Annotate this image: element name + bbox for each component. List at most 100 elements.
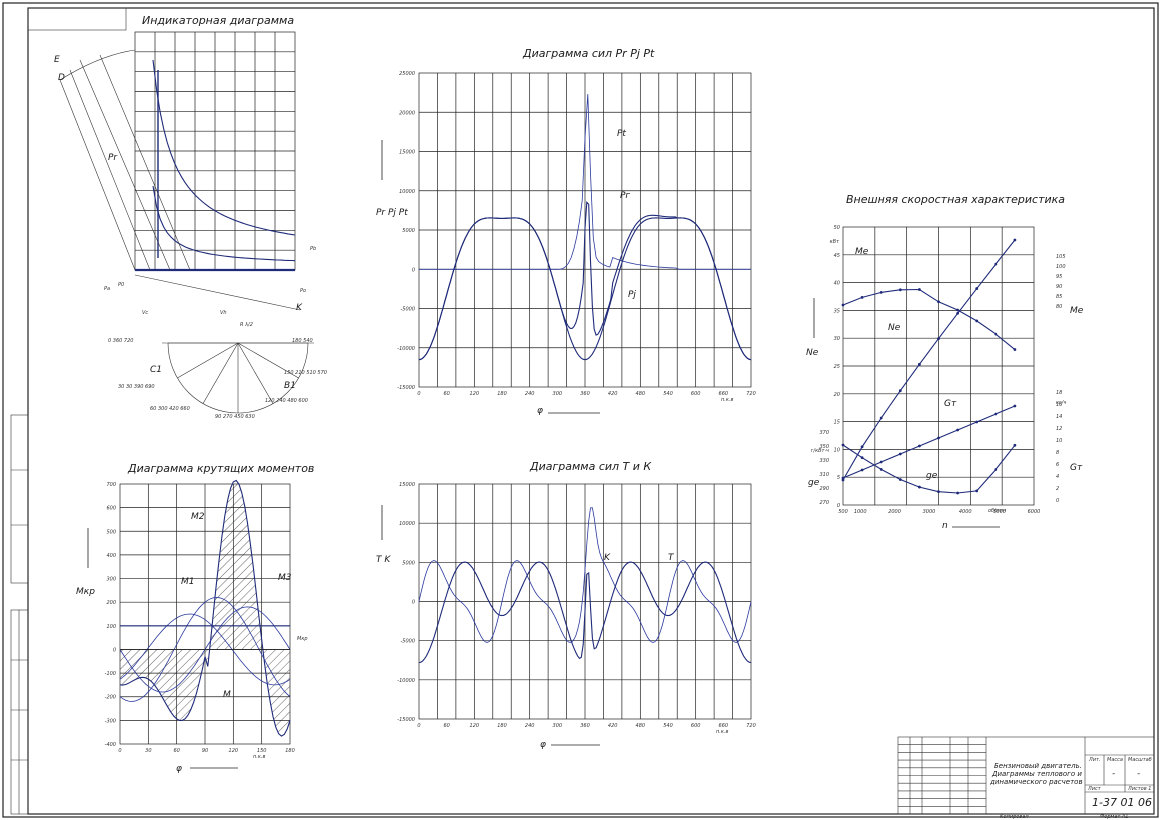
speed-characteristic-chart: Внешняя скоростная характеристика 504540… <box>806 193 1084 531</box>
trq-xtick: 90 <box>202 748 208 754</box>
spd-gt-tick: 8 <box>1056 450 1059 456</box>
torque-chart: Диаграмма крутящих моментов 700600500400… <box>76 462 314 774</box>
pj-label: Pj <box>628 290 636 300</box>
m1-label: М1 <box>181 577 195 587</box>
trq-ytick: -100 <box>105 671 116 677</box>
me-curve-point <box>879 290 883 294</box>
gt-curve-point <box>937 436 940 440</box>
mean-torque-label: Мкр <box>297 636 308 642</box>
brix-ray <box>237 342 299 379</box>
spd-xtick: 500 <box>838 509 848 515</box>
dim-rl2: R λ/2 <box>240 322 253 328</box>
forces-tk-title: Диаграмма сил Т и К <box>529 460 652 473</box>
ne-curve <box>842 239 1016 481</box>
gt-curve-point <box>956 428 959 432</box>
spd-ne-tick: 40 <box>834 281 840 287</box>
torque-hatch-area <box>120 480 290 737</box>
point-c1-label: C1 <box>150 365 162 375</box>
dim-pr: Pr <box>108 153 118 163</box>
torque-curves: Мкр М2 М1 М М3 <box>119 479 308 737</box>
me-curve-point <box>937 300 940 304</box>
fpr-ytick: -5000 <box>400 307 415 313</box>
fpr-ytick: 10000 <box>399 189 415 195</box>
stamp-format: Формат A1 <box>1100 814 1128 820</box>
ftk-xtick: 240 <box>525 723 535 729</box>
ne-curve-label: Ne <box>888 323 901 333</box>
gt-curve-point <box>841 476 845 480</box>
ge-curve-point <box>937 490 940 494</box>
spd-xtick: 4000 <box>959 509 972 515</box>
spd-ne-tick: 25 <box>834 364 840 370</box>
stamp-sheets: Листов 1 <box>1127 786 1151 792</box>
stamp-lit: Лит. <box>1088 757 1101 763</box>
trq-xtick: 150 <box>257 748 267 754</box>
speed-gt-label: Gт <box>1070 463 1083 473</box>
ne-curve-point <box>860 445 864 449</box>
spd-ge-tick: 330 <box>819 458 829 464</box>
trq-ytick: 700 <box>106 482 116 488</box>
point-e-label: E <box>54 55 60 65</box>
dim-vh: Vh <box>220 310 227 316</box>
m3-curve <box>119 597 291 702</box>
spd-ne-tick: 50 <box>834 225 840 231</box>
gt-curve-point <box>975 420 979 424</box>
dim-vc: Vc <box>142 310 148 316</box>
stamp-code: 1-37 01 06 <box>1092 796 1152 809</box>
spd-gt-tick: 18 <box>1056 390 1062 396</box>
expansion-curve <box>152 59 296 236</box>
gt-curve-point <box>860 468 864 472</box>
me-curve-point <box>860 295 864 299</box>
ne-curve-point <box>879 416 883 420</box>
ge-curve-point <box>994 468 998 471</box>
ne-curve-point <box>918 362 921 366</box>
construction-line <box>79 59 171 271</box>
ftk-ytick: 15000 <box>399 482 415 488</box>
fpr-ytick: 20000 <box>399 110 415 116</box>
spd-xtick: 2000 <box>888 509 901 515</box>
title-block: Лит. Масса Масштаб - - Лист Листов 1 Бен… <box>897 736 1155 820</box>
angle-label-120: 120 240 480 600 <box>265 398 308 404</box>
brix-ray <box>177 342 239 379</box>
ge-curve-point <box>975 489 979 493</box>
brix-ray <box>237 342 274 404</box>
ne-curve-point <box>994 262 998 266</box>
spd-xtick: 3000 <box>923 509 936 515</box>
forces-pr-chart: Диаграмма сил Pr Pj Pt 25000 20000 15000 10… <box>376 47 756 416</box>
speed-me-label: Me <box>1070 306 1084 316</box>
spd-me-tick: 80 <box>1056 304 1062 310</box>
ftk-ytick: -15000 <box>397 717 415 723</box>
spd-gt-unit: кг/ч <box>1056 400 1066 406</box>
poly-line <box>134 274 301 311</box>
fpr-xtick: 300 <box>553 391 563 397</box>
ftk-xtick: 360 <box>580 723 590 729</box>
ge-curve-point <box>1013 443 1017 447</box>
spd-me-tick: 100 <box>1056 264 1066 270</box>
spd-gt-tick: 10 <box>1056 438 1062 444</box>
fpr-xtick: 480 <box>636 391 646 397</box>
me-curve-point <box>1013 348 1017 351</box>
ftk-xtick: 600 <box>691 723 701 729</box>
angle-label-150: 150 210 510 570 <box>284 370 327 376</box>
spd-ne-tick: 35 <box>834 308 840 314</box>
trq-xtick: 30 <box>145 748 151 754</box>
forces-pr-curves: Pt Pг Pj <box>418 94 752 361</box>
fpr-ytick: -15000 <box>397 385 415 391</box>
spd-ne-unit: кВт <box>830 239 840 245</box>
forces-tk-chart: Диаграмма сил Т и К 15000 10000 5000 0 -5000… <box>376 460 756 750</box>
trq-ytick: 600 <box>106 506 116 512</box>
ge-curve-point <box>841 443 845 447</box>
stamp-title-1: Бензиновый двигатель. <box>994 762 1082 770</box>
ne-curve-point <box>956 311 959 315</box>
trq-ytick: 500 <box>106 529 116 535</box>
ne-curve-point <box>898 389 902 393</box>
k-label: K <box>604 553 611 563</box>
spd-ge-tick: 290 <box>819 486 829 492</box>
gt-curve-point <box>879 460 883 464</box>
trq-ytick: 200 <box>106 600 116 606</box>
spd-ge-unit: г/кВт·ч <box>811 448 829 454</box>
trq-ytick: 0 <box>113 647 116 653</box>
m-label: М <box>223 690 231 700</box>
